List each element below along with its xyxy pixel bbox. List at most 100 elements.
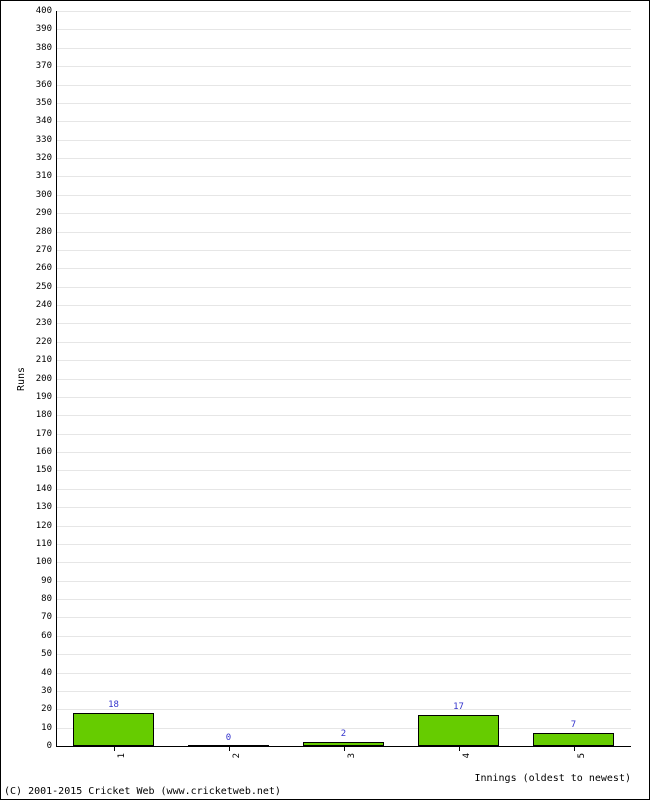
y-tick-label: 230 bbox=[24, 319, 52, 328]
gridline bbox=[56, 526, 631, 527]
y-tick-label: 110 bbox=[24, 540, 52, 549]
gridline bbox=[56, 232, 631, 233]
gridline bbox=[56, 470, 631, 471]
gridline bbox=[56, 287, 631, 288]
x-tick-label: 5 bbox=[577, 753, 587, 773]
gridline bbox=[56, 176, 631, 177]
x-tick-label: 4 bbox=[462, 753, 472, 773]
y-tick-label: 140 bbox=[24, 485, 52, 494]
gridline bbox=[56, 195, 631, 196]
y-tick-label: 380 bbox=[24, 44, 52, 53]
gridline bbox=[56, 434, 631, 435]
gridline bbox=[56, 29, 631, 30]
gridline bbox=[56, 654, 631, 655]
y-tick-label: 180 bbox=[24, 411, 52, 420]
gridline bbox=[56, 268, 631, 269]
gridline bbox=[56, 342, 631, 343]
gridline bbox=[56, 11, 631, 12]
x-axis-title: Innings (oldest to newest) bbox=[474, 773, 631, 784]
y-tick-label: 40 bbox=[24, 669, 52, 678]
y-tick-label: 310 bbox=[24, 172, 52, 181]
y-tick-label: 360 bbox=[24, 81, 52, 90]
x-tick-label: 2 bbox=[232, 753, 242, 773]
x-tick bbox=[574, 746, 575, 751]
y-tick-label: 340 bbox=[24, 117, 52, 126]
gridline bbox=[56, 507, 631, 508]
y-tick-label: 90 bbox=[24, 577, 52, 586]
y-tick-label: 240 bbox=[24, 301, 52, 310]
gridline bbox=[56, 360, 631, 361]
y-tick-label: 70 bbox=[24, 613, 52, 622]
y-tick-label: 30 bbox=[24, 687, 52, 696]
y-tick-label: 400 bbox=[24, 7, 52, 16]
gridline bbox=[56, 673, 631, 674]
y-tick-label: 60 bbox=[24, 632, 52, 641]
gridline bbox=[56, 121, 631, 122]
gridline bbox=[56, 562, 631, 563]
y-tick-label: 330 bbox=[24, 136, 52, 145]
y-tick-label: 0 bbox=[24, 742, 52, 751]
x-tick bbox=[114, 746, 115, 751]
y-tick-label: 80 bbox=[24, 595, 52, 604]
y-tick-label: 20 bbox=[24, 705, 52, 714]
gridline bbox=[56, 305, 631, 306]
bar bbox=[418, 715, 499, 746]
gridline bbox=[56, 636, 631, 637]
chart-frame: 1802177 Runs Innings (oldest to newest) … bbox=[0, 0, 650, 800]
y-tick-label: 120 bbox=[24, 522, 52, 531]
gridline bbox=[56, 323, 631, 324]
bar-value-label: 2 bbox=[314, 729, 374, 739]
gridline bbox=[56, 452, 631, 453]
gridline bbox=[56, 48, 631, 49]
y-tick-label: 130 bbox=[24, 503, 52, 512]
bar-value-label: 0 bbox=[199, 733, 259, 743]
gridline bbox=[56, 213, 631, 214]
bar-value-label: 17 bbox=[429, 702, 489, 712]
y-tick-label: 370 bbox=[24, 62, 52, 71]
gridline bbox=[56, 599, 631, 600]
gridline bbox=[56, 544, 631, 545]
gridline bbox=[56, 581, 631, 582]
x-tick bbox=[344, 746, 345, 751]
y-tick-label: 320 bbox=[24, 154, 52, 163]
y-tick-label: 300 bbox=[24, 191, 52, 200]
y-tick-label: 150 bbox=[24, 466, 52, 475]
gridline bbox=[56, 489, 631, 490]
gridline bbox=[56, 66, 631, 67]
gridline bbox=[56, 617, 631, 618]
gridline bbox=[56, 140, 631, 141]
y-tick-label: 190 bbox=[24, 393, 52, 402]
y-tick-label: 10 bbox=[24, 724, 52, 733]
gridline bbox=[56, 158, 631, 159]
gridline bbox=[56, 691, 631, 692]
y-tick-label: 210 bbox=[24, 356, 52, 365]
y-tick-label: 200 bbox=[24, 375, 52, 384]
y-tick-label: 260 bbox=[24, 264, 52, 273]
gridline bbox=[56, 379, 631, 380]
bar-value-label: 7 bbox=[544, 720, 604, 730]
x-tick bbox=[229, 746, 230, 751]
x-tick-label: 3 bbox=[347, 753, 357, 773]
y-tick-label: 270 bbox=[24, 246, 52, 255]
y-tick-label: 170 bbox=[24, 430, 52, 439]
bar-value-label: 18 bbox=[84, 700, 144, 710]
y-tick-label: 100 bbox=[24, 558, 52, 567]
gridline bbox=[56, 250, 631, 251]
y-tick-label: 220 bbox=[24, 338, 52, 347]
y-tick-label: 50 bbox=[24, 650, 52, 659]
y-tick-label: 250 bbox=[24, 283, 52, 292]
footer-copyright: (C) 2001-2015 Cricket Web (www.cricketwe… bbox=[4, 786, 281, 797]
y-tick-label: 290 bbox=[24, 209, 52, 218]
gridline bbox=[56, 415, 631, 416]
y-tick-label: 160 bbox=[24, 448, 52, 457]
bar bbox=[533, 733, 614, 746]
bar bbox=[73, 713, 154, 746]
y-tick-label: 390 bbox=[24, 25, 52, 34]
gridline bbox=[56, 397, 631, 398]
x-tick bbox=[459, 746, 460, 751]
gridline bbox=[56, 103, 631, 104]
x-tick-label: 1 bbox=[117, 753, 127, 773]
y-tick-label: 350 bbox=[24, 99, 52, 108]
plot-area: 18 0 2 17 7 bbox=[56, 11, 631, 746]
y-tick-label: 280 bbox=[24, 228, 52, 237]
